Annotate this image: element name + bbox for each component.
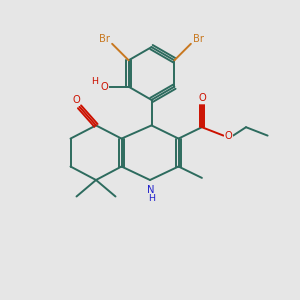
Text: Br: Br [99, 34, 110, 44]
Text: O: O [198, 93, 206, 103]
Text: O: O [72, 95, 80, 105]
Text: O: O [224, 130, 232, 141]
Text: N: N [148, 184, 155, 195]
Text: H: H [91, 77, 98, 86]
Text: Br: Br [193, 34, 204, 44]
Text: H: H [148, 194, 155, 203]
Text: O: O [101, 82, 109, 92]
